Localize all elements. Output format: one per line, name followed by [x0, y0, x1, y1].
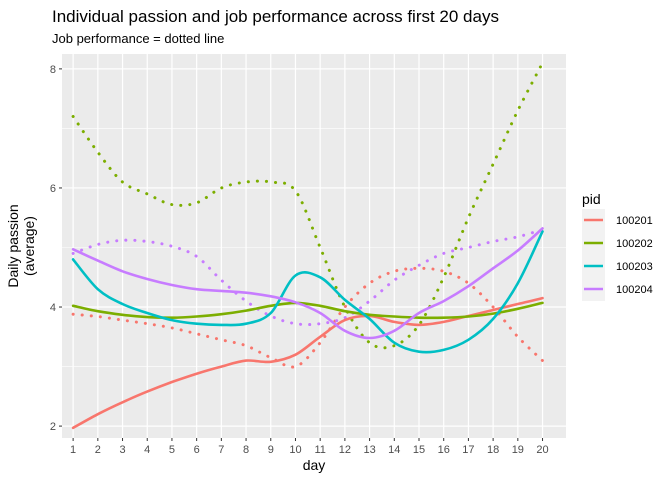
x-tick-label: 1	[70, 444, 76, 456]
x-tick-label: 18	[487, 444, 499, 456]
performance-line-100202	[71, 61, 544, 350]
x-tick-label: 12	[339, 444, 351, 456]
x-tick-label: 2	[95, 444, 101, 456]
x-axis: 1 2 3 4 5 6 7 8 9 10 11 12 13 14 15 16 17 18 19 20	[70, 438, 549, 456]
x-tick-label: 9	[268, 444, 274, 456]
y-tick-label: 4	[50, 302, 56, 314]
x-tick-label: 13	[363, 444, 375, 456]
x-tick-label: 8	[243, 444, 249, 456]
legend-title: pid	[582, 191, 601, 207]
y-axis-title-line-1: Daily passion	[5, 204, 21, 287]
y-axis: 2 4 6 8	[50, 64, 62, 433]
passion-lines	[71, 227, 544, 430]
x-axis-title: day	[303, 457, 326, 473]
plot-panel	[62, 54, 566, 438]
legend-label-100203: 100203	[616, 261, 653, 273]
y-tick-label: 8	[50, 64, 56, 76]
passion-line-100202	[71, 301, 544, 320]
x-tick-label: 17	[462, 444, 474, 456]
x-tick-label: 14	[388, 444, 400, 456]
x-tick-label: 4	[144, 444, 150, 456]
x-tick-label: 16	[438, 444, 450, 456]
passion-line-100204	[71, 227, 544, 340]
chart-title: Individual passion and job performance a…	[52, 7, 499, 26]
legend-label-100201: 100201	[616, 215, 653, 227]
x-tick-label: 10	[289, 444, 301, 456]
x-tick-label: 7	[218, 444, 224, 456]
legend: pid 100201 100202 100203 100204	[582, 191, 653, 301]
performance-line-100201	[71, 266, 544, 369]
y-axis-title-line-2: (average)	[21, 216, 37, 276]
x-tick-label: 15	[413, 444, 425, 456]
x-tick-label: 5	[169, 444, 175, 456]
x-tick-label: 11	[314, 444, 325, 456]
legend-label-100202: 100202	[616, 238, 653, 250]
legend-label-100204: 100204	[616, 284, 653, 296]
x-tick-label: 6	[194, 444, 200, 456]
x-tick-label: 20	[536, 444, 548, 456]
y-tick-label: 2	[50, 421, 56, 433]
x-tick-label: 19	[512, 444, 524, 456]
chart-subtitle: Job performance = dotted line	[52, 31, 224, 46]
minor-gridlines	[62, 128, 566, 367]
x-tick-label: 3	[119, 444, 125, 456]
y-axis-title: Daily passion (average)	[5, 204, 37, 287]
passion-line-100203	[71, 230, 544, 354]
y-tick-label: 6	[50, 183, 56, 195]
performance-lines	[71, 61, 544, 369]
